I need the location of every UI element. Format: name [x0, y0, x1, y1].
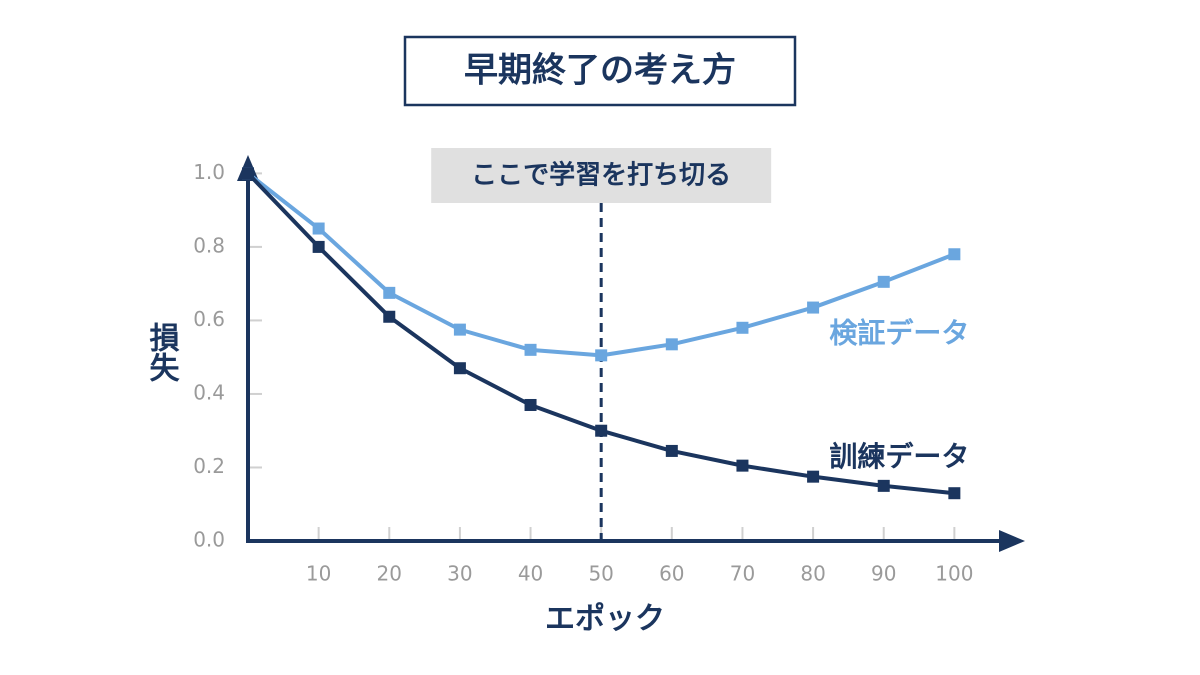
x-tick-label: 100 — [935, 562, 973, 586]
x-axis-arrow — [999, 530, 1025, 552]
y-tick-label: 0.4 — [193, 380, 225, 404]
point-marker — [807, 301, 820, 314]
x-tick-label: 50 — [588, 562, 613, 586]
x-tick-label: 90 — [871, 562, 896, 586]
point-marker — [807, 470, 820, 483]
point-marker — [665, 444, 678, 457]
x-tick-label: 70 — [730, 562, 755, 586]
y-tick-label: 0.8 — [193, 233, 225, 257]
point-marker — [948, 248, 961, 261]
point-marker — [312, 222, 325, 235]
y-tick-label: 1.0 — [193, 160, 225, 184]
point-marker — [877, 479, 890, 492]
x-tick-label: 80 — [800, 562, 825, 586]
point-marker — [736, 459, 749, 472]
y-axis-label: 損失 — [144, 322, 180, 382]
annotation-text: ここで学習を打ち切る — [471, 160, 731, 191]
y-tick-label: 0.6 — [193, 307, 225, 331]
point-marker — [877, 275, 890, 288]
x-tick-label: 20 — [377, 562, 402, 586]
y-tick-label: 0.2 — [193, 454, 225, 478]
point-marker — [242, 167, 254, 180]
annotation-box — [431, 148, 772, 203]
x-tick-label: 30 — [447, 562, 472, 586]
point-marker — [453, 323, 466, 336]
title-box — [403, 35, 797, 107]
x-axis-label: エポック — [545, 602, 665, 637]
point-marker — [312, 240, 325, 253]
point-marker — [736, 321, 749, 334]
chart-title: 早期終了の考え方 — [464, 51, 736, 91]
y-tick-label: 0.0 — [193, 528, 225, 552]
point-marker — [524, 343, 537, 356]
x-tick-label: 40 — [518, 562, 543, 586]
x-tick-label: 10 — [306, 562, 331, 586]
point-marker — [383, 310, 396, 323]
point-marker — [524, 398, 537, 411]
point-marker — [595, 349, 608, 362]
point-marker — [383, 286, 396, 299]
point-marker — [948, 487, 961, 500]
x-tick-label: 60 — [659, 562, 684, 586]
series-label: 訓練データ — [829, 440, 969, 473]
point-marker — [453, 362, 466, 375]
point-marker — [665, 338, 678, 351]
point-marker — [595, 424, 608, 437]
series-label: 検証データ — [829, 316, 969, 349]
